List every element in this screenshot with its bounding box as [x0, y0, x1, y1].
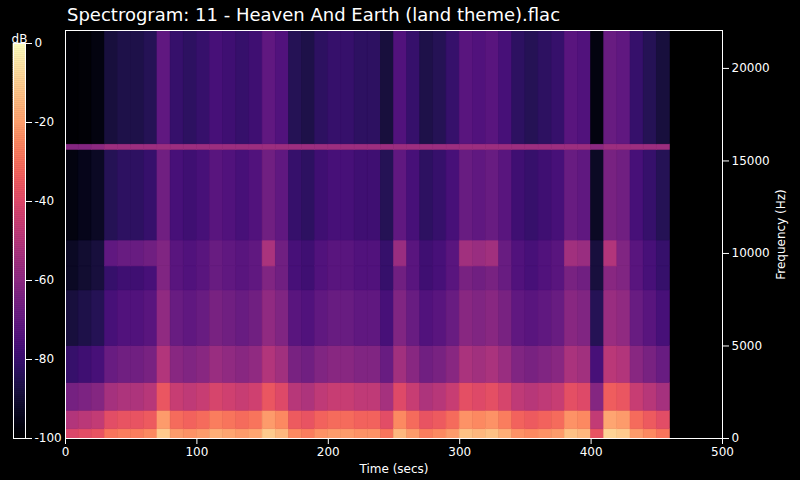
svg-text:dB: dB — [12, 32, 28, 46]
svg-text:-80: -80 — [35, 352, 55, 366]
svg-text:0: 0 — [35, 36, 43, 50]
svg-text:Frequency (Hz): Frequency (Hz) — [774, 189, 788, 280]
svg-text:-20: -20 — [35, 115, 55, 129]
html-text:Spectrogram: 11 - Heaven And E: Spectrogram: 11 - Heaven And Earth (land… — [67, 4, 560, 25]
svg-text:20000: 20000 — [732, 61, 770, 75]
svg-text:-60: -60 — [35, 273, 55, 287]
svg-text:-100: -100 — [35, 431, 62, 445]
svg-text:0: 0 — [732, 431, 740, 445]
svg-text:200: 200 — [317, 445, 340, 459]
svg-text:0: 0 — [62, 445, 70, 459]
svg-text:5000: 5000 — [732, 339, 763, 353]
svg-text:-40: -40 — [35, 194, 55, 208]
svg-text:500: 500 — [711, 445, 734, 459]
svg-text:10000: 10000 — [732, 246, 770, 260]
svg-text:100: 100 — [185, 445, 208, 459]
svg-text:15000: 15000 — [732, 154, 770, 168]
svg-text:400: 400 — [580, 445, 603, 459]
svg-text:300: 300 — [448, 445, 471, 459]
svg-text:Time (secs): Time (secs) — [358, 462, 428, 476]
